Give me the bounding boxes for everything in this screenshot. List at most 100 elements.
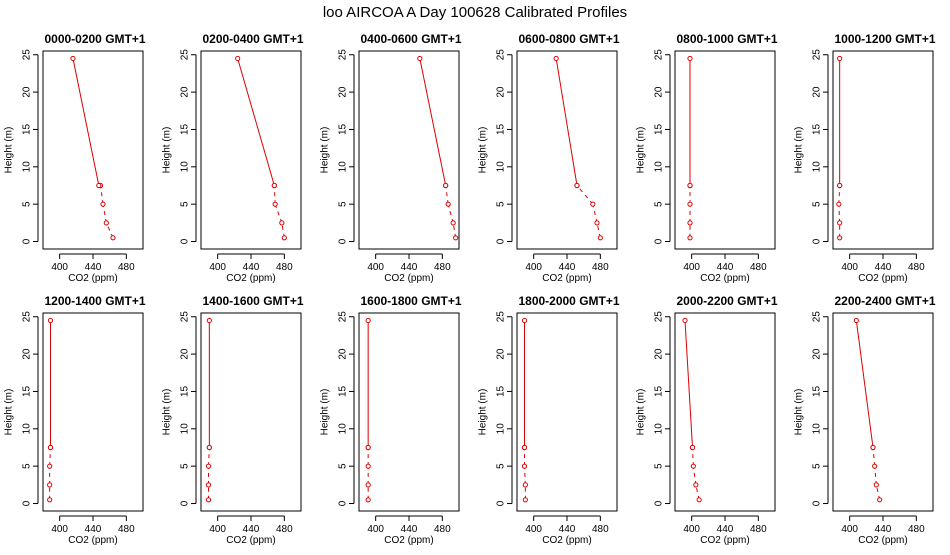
profile-line — [684, 320, 693, 448]
data-point — [453, 235, 459, 241]
x-axis-label: CO2 (ppm) — [542, 273, 591, 284]
y-tick-label: 5 — [22, 201, 33, 207]
plot-frame — [674, 312, 776, 512]
data-point — [365, 482, 371, 488]
y-axis-label: Height (m) — [320, 127, 331, 174]
y-axis-label: Height (m) — [320, 389, 331, 436]
y-tick-label: 10 — [22, 161, 33, 173]
panel-title: 1600-1800 GMT+1 — [360, 294, 461, 308]
x-tick-label: 480 — [276, 262, 293, 273]
data-point — [272, 201, 278, 207]
data-point — [690, 463, 696, 469]
y-tick-label: 5 — [654, 463, 665, 469]
profile-segment — [100, 185, 104, 205]
x-tick-label: 480 — [592, 524, 609, 535]
data-point — [103, 220, 109, 226]
profile-segment — [274, 204, 283, 224]
y-tick-label: 0 — [654, 238, 665, 244]
data-point — [594, 220, 600, 226]
x-tick-label: 440 — [875, 262, 892, 273]
y-tick-label: 10 — [180, 161, 191, 173]
plot-frame — [42, 50, 144, 250]
data-point — [836, 201, 842, 207]
x-axis-label: CO2 (ppm) — [542, 535, 591, 546]
x-axis-label: CO2 (ppm) — [700, 535, 749, 546]
data-point — [96, 182, 102, 189]
y-tick-label: 5 — [338, 201, 349, 207]
panel-title: 1000-1200 GMT+1 — [834, 32, 935, 46]
y-tick-label: 25 — [812, 311, 823, 323]
plot-frame — [832, 312, 934, 512]
data-point — [206, 317, 212, 324]
y-tick-label: 10 — [180, 423, 191, 435]
profile-segment — [838, 185, 841, 205]
y-axis-label: Height (m) — [162, 127, 173, 174]
y-axis-label: Height (m) — [4, 389, 15, 436]
panel-title: 0000-0200 GMT+1 — [44, 32, 145, 46]
y-tick-label: 25 — [22, 49, 33, 61]
y-tick-label: 20 — [812, 348, 823, 360]
panel-title: 1800-2000 GMT+1 — [518, 294, 619, 308]
data-point — [70, 55, 76, 62]
data-point — [837, 235, 843, 241]
y-tick-label: 10 — [496, 423, 507, 435]
y-tick-label: 5 — [180, 463, 191, 469]
data-point — [205, 482, 212, 488]
data-point — [873, 482, 879, 488]
x-axis-label: CO2 (ppm) — [68, 535, 117, 546]
y-tick-label: 10 — [496, 161, 507, 173]
x-tick-label: 440 — [243, 524, 260, 535]
data-point — [47, 463, 53, 469]
y-tick-label: 5 — [22, 463, 33, 469]
x-tick-label: 400 — [51, 262, 68, 273]
y-tick-label: 0 — [180, 238, 191, 244]
data-point — [100, 201, 106, 207]
figure-title: loo AIRCOA A Day 100628 Calibrated Profi… — [323, 4, 627, 21]
data-point — [235, 55, 241, 62]
x-tick-label: 440 — [875, 524, 892, 535]
x-tick-label: 440 — [401, 524, 418, 535]
y-tick-label: 5 — [338, 463, 349, 469]
x-axis-label: CO2 (ppm) — [384, 273, 433, 284]
y-tick-label: 20 — [654, 348, 665, 360]
data-point — [206, 444, 212, 451]
y-tick-label: 0 — [812, 500, 823, 506]
y-tick-label: 15 — [180, 123, 191, 135]
y-tick-label: 10 — [654, 161, 665, 173]
profile-segment — [874, 466, 877, 485]
x-tick-label: 440 — [717, 524, 734, 535]
x-tick-label: 400 — [683, 524, 700, 535]
data-point — [365, 463, 371, 469]
y-tick-label: 0 — [338, 500, 349, 506]
x-tick-label: 400 — [51, 524, 68, 535]
profile-segment — [524, 466, 526, 485]
y-axis-label: Height (m) — [636, 389, 647, 436]
data-point — [521, 444, 528, 451]
data-point — [597, 235, 603, 241]
data-point — [853, 317, 859, 324]
y-tick-label: 25 — [180, 49, 191, 61]
panel-title: 0800-1000 GMT+1 — [676, 32, 777, 46]
data-point — [687, 201, 693, 207]
y-tick-label: 20 — [180, 86, 191, 98]
y-tick-label: 15 — [338, 123, 349, 135]
x-tick-label: 400 — [367, 262, 384, 273]
y-axis-label: Height (m) — [162, 389, 173, 436]
y-tick-label: 15 — [654, 123, 665, 135]
data-point — [837, 182, 843, 189]
y-tick-label: 5 — [812, 463, 823, 469]
data-point — [837, 220, 843, 226]
plot-frame — [674, 50, 776, 250]
data-point — [365, 317, 371, 324]
data-point — [445, 201, 451, 207]
panel-title: 1400-1600 GMT+1 — [202, 294, 303, 308]
profile-segment — [692, 466, 697, 485]
profile-line — [72, 58, 100, 186]
y-tick-label: 15 — [22, 385, 33, 397]
plot-frame — [516, 50, 618, 250]
